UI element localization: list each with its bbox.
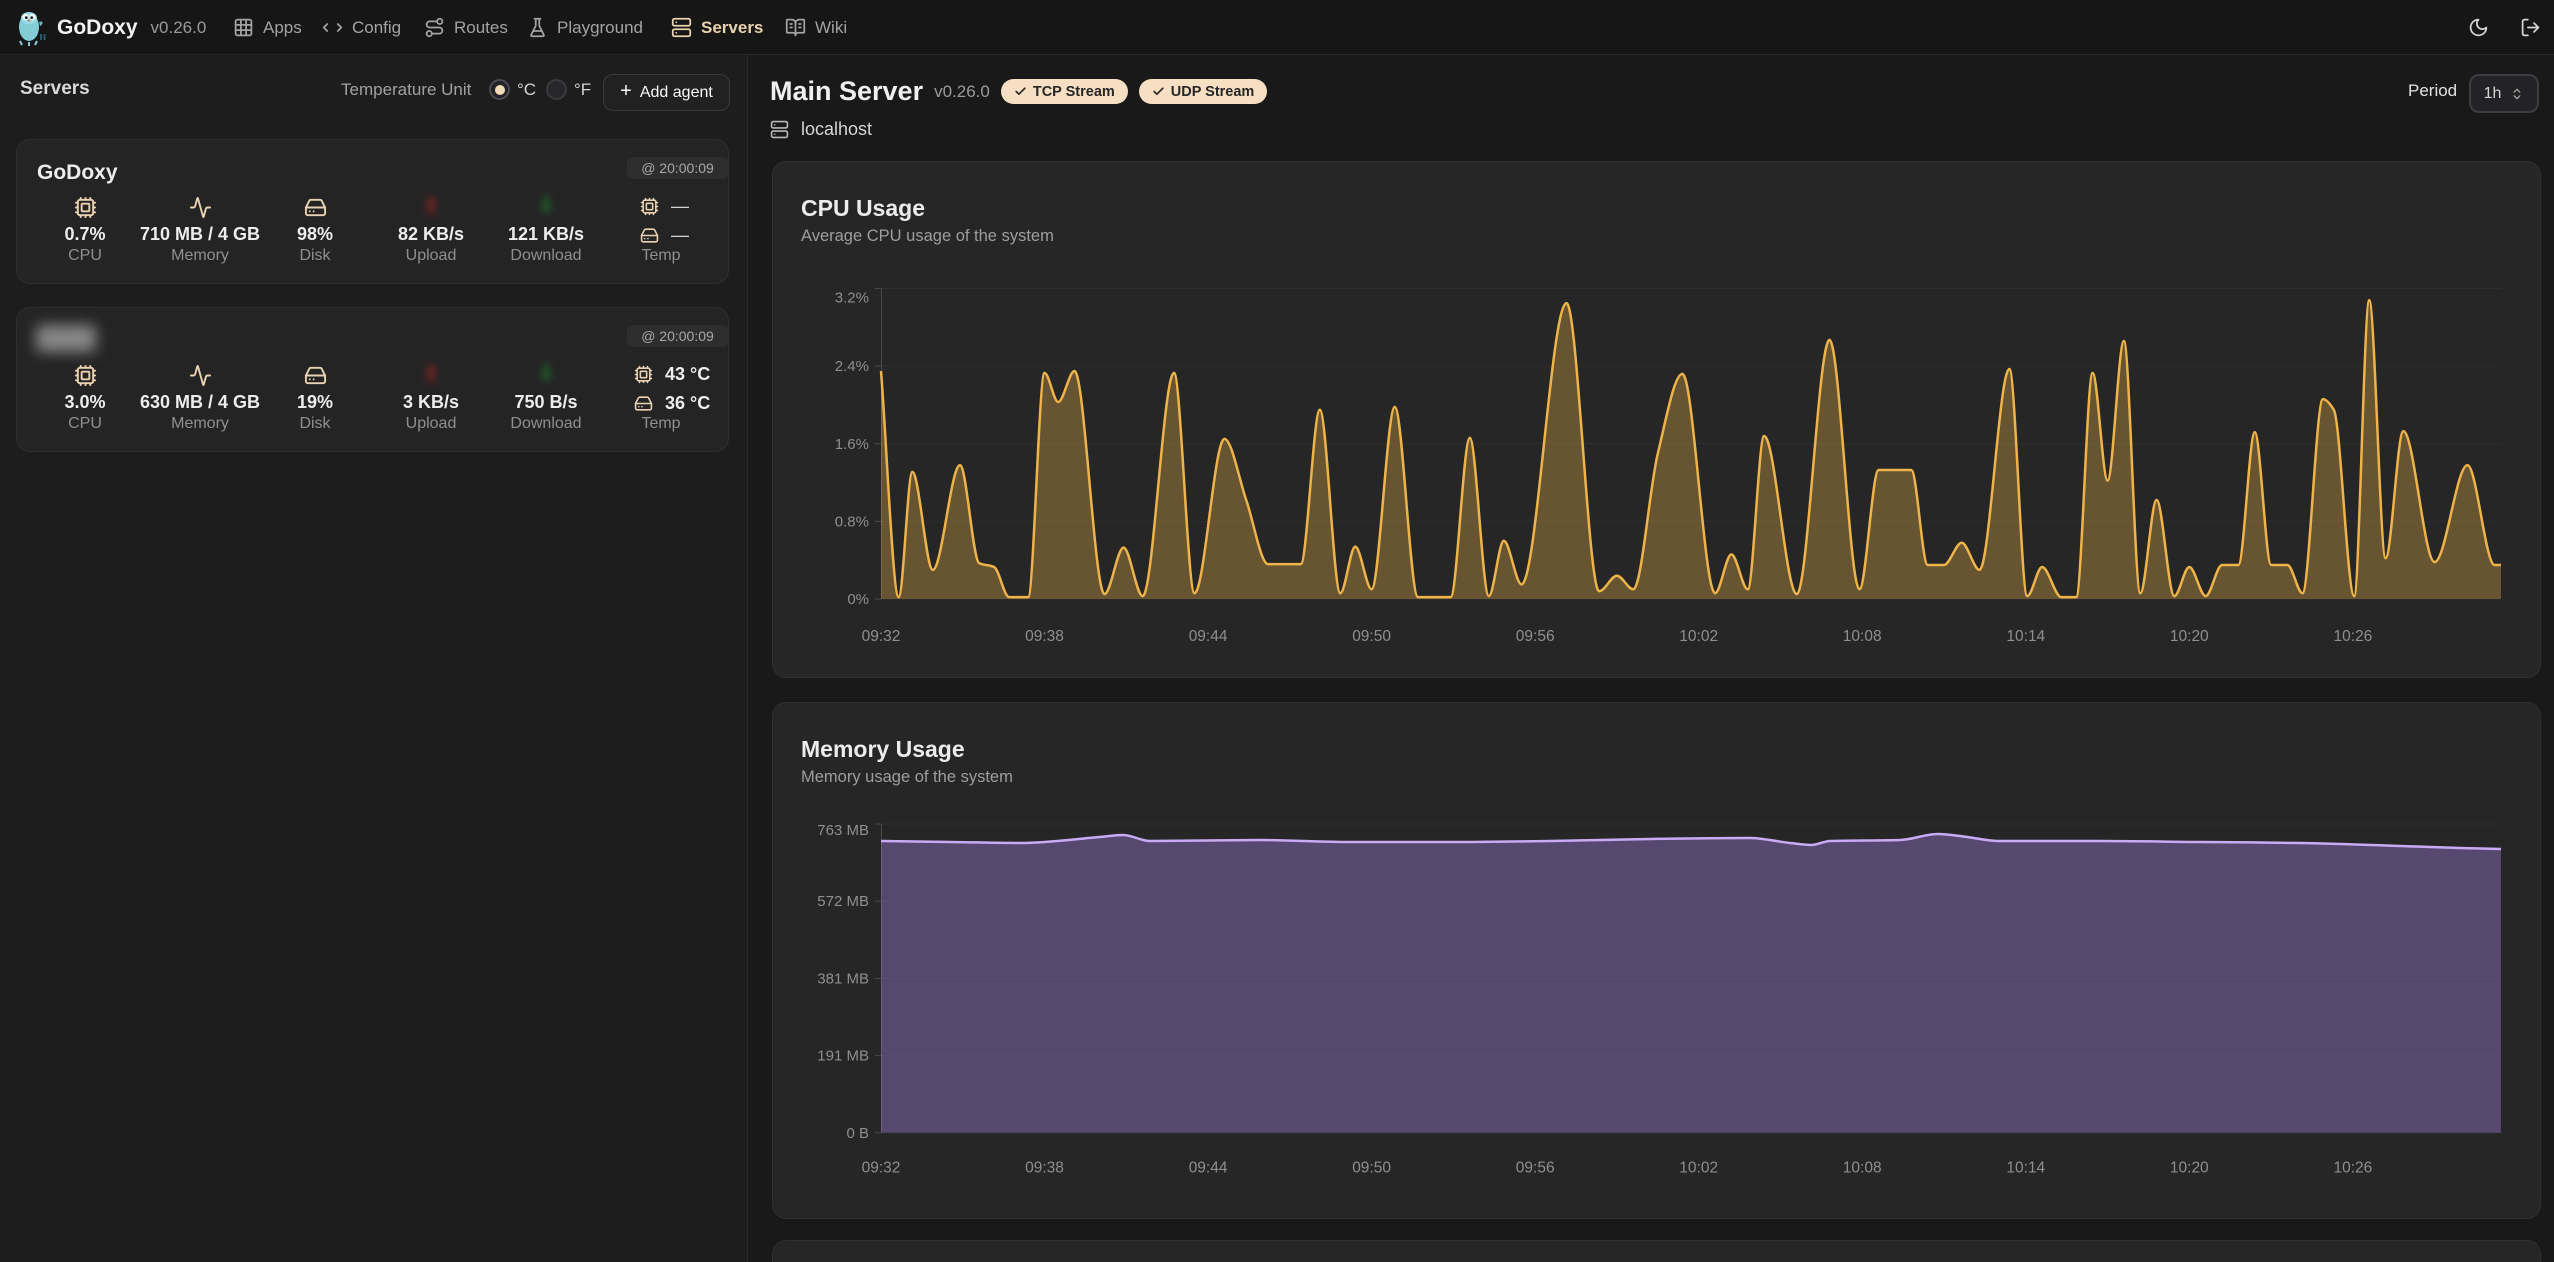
- svg-text:09:56: 09:56: [1516, 628, 1555, 645]
- svg-text:0%: 0%: [847, 591, 869, 608]
- svg-text:10:26: 10:26: [2334, 628, 2373, 645]
- svg-text:10:14: 10:14: [2006, 1160, 2045, 1177]
- svg-text:2.4%: 2.4%: [835, 358, 869, 375]
- svg-text:10:20: 10:20: [2170, 1160, 2209, 1177]
- svg-text:10:08: 10:08: [1843, 628, 1882, 645]
- svg-text:09:32: 09:32: [862, 1160, 901, 1177]
- svg-text:0.8%: 0.8%: [835, 513, 869, 530]
- svg-text:0 B: 0 B: [846, 1125, 869, 1142]
- svg-text:09:50: 09:50: [1352, 1160, 1391, 1177]
- svg-text:10:26: 10:26: [2334, 1160, 2373, 1177]
- svg-text:09:32: 09:32: [862, 628, 901, 645]
- svg-text:10:02: 10:02: [1679, 628, 1718, 645]
- svg-text:09:50: 09:50: [1352, 628, 1391, 645]
- svg-text:09:38: 09:38: [1025, 628, 1064, 645]
- svg-text:191 MB: 191 MB: [817, 1048, 869, 1065]
- svg-text:381 MB: 381 MB: [817, 970, 869, 987]
- svg-text:10:08: 10:08: [1843, 1160, 1882, 1177]
- svg-text:763 MB: 763 MB: [817, 822, 869, 839]
- svg-text:1.6%: 1.6%: [835, 436, 869, 453]
- svg-text:09:44: 09:44: [1189, 1160, 1228, 1177]
- svg-text:09:38: 09:38: [1025, 1160, 1064, 1177]
- svg-text:3.2%: 3.2%: [835, 290, 869, 307]
- svg-text:10:20: 10:20: [2170, 628, 2209, 645]
- svg-text:09:56: 09:56: [1516, 1160, 1555, 1177]
- svg-text:572 MB: 572 MB: [817, 893, 869, 910]
- svg-text:10:14: 10:14: [2006, 628, 2045, 645]
- svg-text:09:44: 09:44: [1189, 628, 1228, 645]
- svg-text:10:02: 10:02: [1679, 1160, 1718, 1177]
